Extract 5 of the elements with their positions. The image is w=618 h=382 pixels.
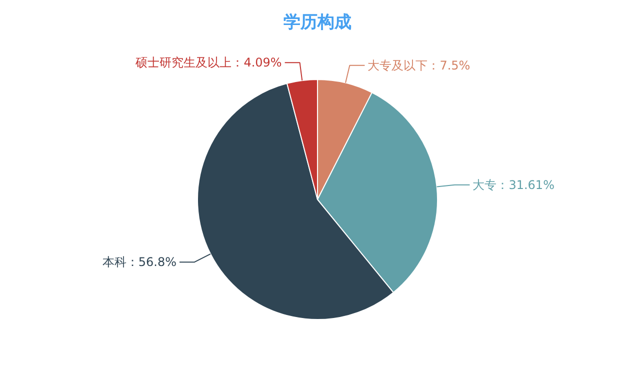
chart-title: 学历构成	[284, 12, 352, 32]
slice-label: 本科：56.8%	[102, 255, 177, 270]
slice-label: 硕士研究生及以上：4.09%	[134, 56, 282, 70]
slice-label: 大专：31.61%	[472, 178, 554, 192]
slice-label: 大专及以下：7.5%	[368, 58, 470, 72]
